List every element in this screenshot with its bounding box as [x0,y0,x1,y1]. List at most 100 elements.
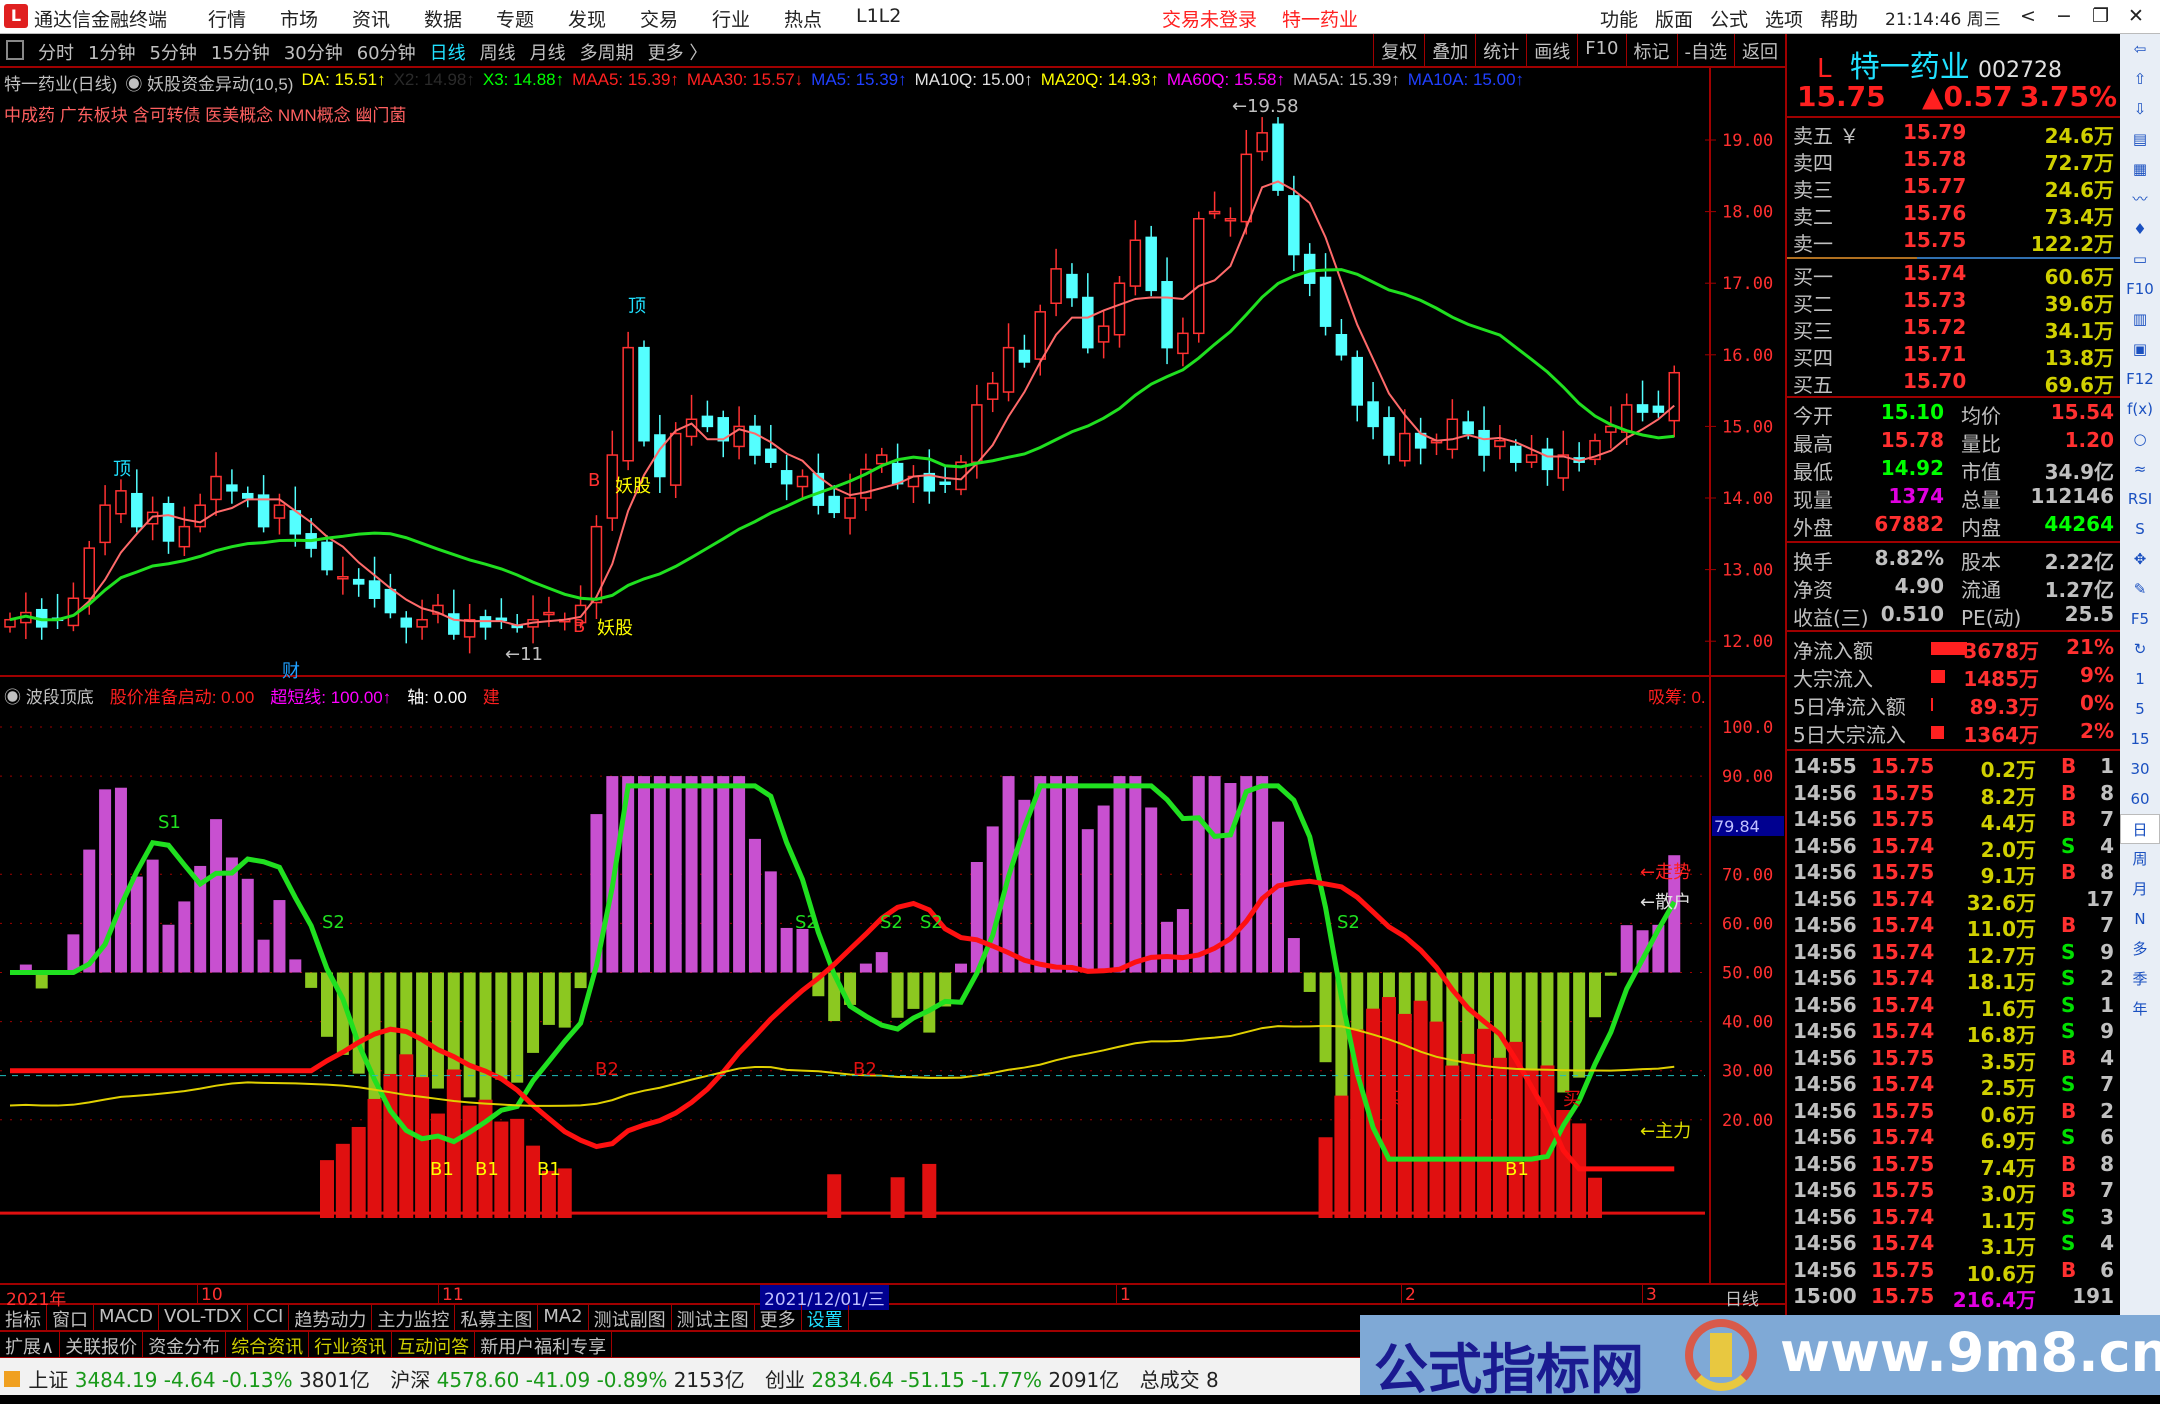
login-status[interactable]: 交易未登录 [1162,9,1258,31]
period-tab-4[interactable]: 30分钟 [283,43,343,64]
side-icon-20[interactable]: ↻ [2133,640,2147,658]
side-icon-32[interactable]: 年 [2132,1000,2148,1018]
concept-tags[interactable]: 中成药 广东板块 含可转债 医美概念 NMN概念 幽门菌 [4,106,407,125]
indicator-tab-10[interactable]: 测试主图 [672,1305,755,1331]
extension-tab-0[interactable]: 扩展∧ [0,1332,61,1358]
indicator-tab-2[interactable]: MACD [94,1305,159,1330]
side-icon-29[interactable]: N [2134,910,2146,928]
menu-data[interactable]: 数据 [424,9,463,31]
side-icon-30[interactable]: 多 [2132,940,2148,958]
indicator-tab-9[interactable]: 测试副图 [589,1305,672,1331]
back-button[interactable]: < [2020,5,2036,27]
side-icon-2[interactable]: ⇩ [2133,100,2147,118]
side-icon-0[interactable]: ⇦ [2133,40,2147,58]
indicator-tab-7[interactable]: 私募主图 [455,1305,539,1331]
menu-help[interactable]: 帮助 [1820,9,1859,31]
menu-discover[interactable]: 发现 [568,9,607,31]
side-icon-18[interactable]: ✎ [2133,580,2147,598]
side-icon-4[interactable]: ▦ [2132,160,2148,178]
indicator-tab-3[interactable]: VOL-TDX [159,1305,248,1330]
side-icon-12[interactable]: f(x) [2127,400,2153,418]
period-tab-6[interactable]: 日线 [429,43,466,64]
extension-tab-3[interactable]: 综合资讯 [226,1332,310,1358]
toolbar-button-3[interactable]: 画线 [1526,34,1577,66]
menu-function[interactable]: 功能 [1600,9,1639,31]
period-tab-1[interactable]: 1分钟 [88,43,136,64]
side-icon-25[interactable]: 60 [2130,790,2150,808]
indicator-tab-8[interactable]: MA2 [538,1305,589,1330]
toolbar-button-2[interactable]: 统计 [1475,34,1526,66]
menu-trade[interactable]: 交易 [640,9,679,31]
side-icon-14[interactable]: ≈ [2133,460,2147,478]
toolbar-button-5[interactable]: 标记 [1625,34,1677,66]
side-icon-21[interactable]: 1 [2135,670,2145,688]
side-icon-22[interactable]: 5 [2135,700,2145,718]
menu-formula[interactable]: 公式 [1710,9,1749,31]
toolbar-button-7[interactable]: 返回 [1734,34,1785,66]
menu-industry[interactable]: 行业 [712,9,751,31]
period-tab-2[interactable]: 5分钟 [149,43,197,64]
side-icon-19[interactable]: F5 [2130,610,2150,628]
sub-histogram-bar [194,865,207,973]
side-icon-5[interactable]: 〰 [2132,190,2148,208]
extension-tab-6[interactable]: 新用户福利专享 [475,1332,613,1358]
side-icon-7[interactable]: ▭ [2132,250,2148,268]
toolbar-button-6[interactable]: -自选 [1676,34,1735,66]
side-icon-16[interactable]: S [2135,520,2145,538]
side-icon-8[interactable]: F10 [2126,280,2154,298]
side-icon-23[interactable]: 15 [2130,730,2150,748]
side-icon-26[interactable]: 日 [2120,814,2160,844]
side-icon-10[interactable]: ▣ [2132,340,2148,358]
extension-tab-1[interactable]: 关联报价 [60,1332,144,1358]
sh-index[interactable]: 上证 3484.19 -4.64 -0.13% 3801亿 [28,1368,370,1392]
minimize-button[interactable]: − [2056,5,2072,27]
menu-l1l2[interactable]: L1L2 [856,5,902,27]
period-tab-10[interactable]: 更多 〉 [647,43,708,64]
kline-chart[interactable]: 19.00 18.00 17.00 16.00 15.00 14.00 13.00 12.00… [0,68,1785,1283]
cy-index[interactable]: 创业 2834.64 -51.15 -1.77% 2091亿 [764,1368,1120,1392]
side-icon-15[interactable]: RSI [2127,490,2153,508]
menu-news[interactable]: 资讯 [352,9,391,31]
menu-hot[interactable]: 热点 [784,9,823,31]
restore-button[interactable]: ❐ [2092,5,2110,27]
menu-market[interactable]: 行情 [208,9,247,31]
period-tab-3[interactable]: 15分钟 [210,43,270,64]
indicator-tab-11[interactable]: 更多 [755,1305,802,1331]
menu-market2[interactable]: 市场 [280,9,319,31]
period-tab-5[interactable]: 60分钟 [356,43,416,64]
menu-options[interactable]: 选项 [1765,9,1804,31]
side-icon-24[interactable]: 30 [2130,760,2150,778]
toolbar-button-0[interactable]: 复权 [1373,34,1424,66]
side-icon-27[interactable]: 周 [2132,850,2148,868]
side-icon-1[interactable]: ⇧ [2133,70,2147,88]
period-tab-0[interactable]: 分时 [38,43,74,64]
panel-toggle-icon[interactable] [6,40,24,60]
toolbar-button-4[interactable]: F10 [1577,34,1625,66]
side-icon-9[interactable]: ▥ [2132,310,2148,328]
indicator-tab-4[interactable]: CCI [248,1305,290,1330]
hs-index[interactable]: 沪深 4578.60 -41.09 -0.89% 2153亿 [390,1368,745,1392]
close-button[interactable]: ✕ [2128,5,2144,27]
side-icon-6[interactable]: ♦ [2133,220,2147,238]
side-icon-17[interactable]: ✥ [2133,550,2147,568]
indicator-tab-12[interactable]: 设置 [802,1305,849,1331]
side-icon-28[interactable]: 月 [2132,880,2148,898]
period-tab-7[interactable]: 周线 [479,43,516,64]
indicator-tab-6[interactable]: 主力监控 [372,1305,456,1331]
menu-topic[interactable]: 专题 [496,9,535,31]
side-icon-3[interactable]: ▤ [2132,130,2148,148]
indicator-tab-1[interactable]: 窗口 [47,1305,94,1331]
extension-tab-4[interactable]: 行业资讯 [309,1332,393,1358]
side-icon-13[interactable]: ○ [2133,430,2147,448]
indicator-tab-0[interactable]: 指标 [0,1305,47,1331]
side-icon-31[interactable]: 季 [2132,970,2148,988]
extension-tab-5[interactable]: 互动问答 [392,1332,476,1358]
indicator-tab-5[interactable]: 趋势动力 [289,1305,373,1331]
period-tab-9[interactable]: 多周期 [579,43,634,64]
side-icon-11[interactable]: F12 [2126,370,2154,388]
extension-tab-2[interactable]: 资金分布 [143,1332,227,1358]
period-tab-8[interactable]: 月线 [529,43,566,64]
toolbar-button-1[interactable]: 叠加 [1424,34,1475,66]
menu-layout[interactable]: 版面 [1655,9,1694,31]
tick-count: 7 [2100,807,2114,831]
